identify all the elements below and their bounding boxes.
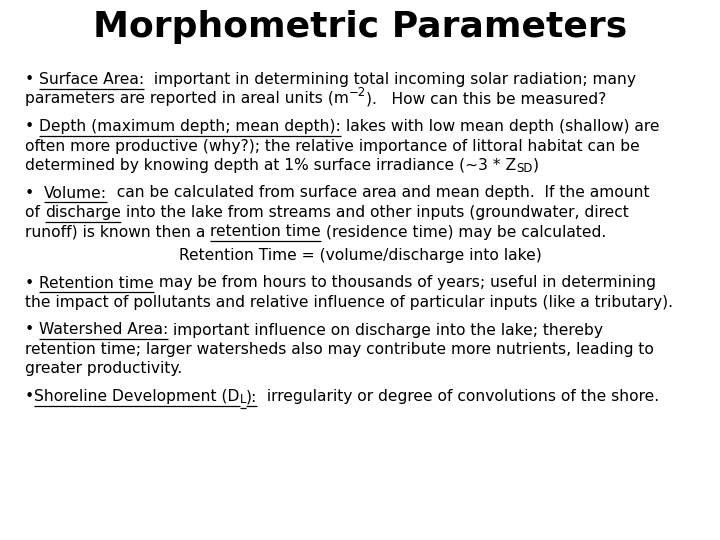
Text: often more productive (why?); the relative importance of littoral habitat can be: often more productive (why?); the relati…	[25, 138, 640, 153]
Text: •: •	[25, 72, 39, 87]
Text: retention time: retention time	[210, 225, 321, 240]
Text: discharge: discharge	[45, 205, 121, 220]
Text: of: of	[25, 205, 45, 220]
Text: Volume:: Volume:	[44, 186, 107, 200]
Text: retention time; larger watersheds also may contribute more nutrients, leading to: retention time; larger watersheds also m…	[25, 342, 654, 357]
Text: the impact of pollutants and relative influence of particular inputs (like a tri: the impact of pollutants and relative in…	[25, 295, 673, 310]
Text: ):: ):	[246, 389, 257, 404]
Text: •: •	[25, 186, 44, 200]
Text: runoff) is known then a: runoff) is known then a	[25, 225, 210, 240]
Text: lakes with low mean depth (shallow) are: lakes with low mean depth (shallow) are	[341, 119, 660, 134]
Text: ): )	[533, 158, 539, 173]
Text: greater productivity.: greater productivity.	[25, 361, 182, 376]
Text: irregularity or degree of convolutions of the shore.: irregularity or degree of convolutions o…	[257, 389, 660, 404]
Text: −2: −2	[349, 86, 366, 99]
Text: Shoreline Development (D: Shoreline Development (D	[35, 389, 240, 404]
Text: into the lake from streams and other inputs (groundwater, direct: into the lake from streams and other inp…	[121, 205, 629, 220]
Text: Retention Time = (volume/discharge into lake): Retention Time = (volume/discharge into …	[179, 248, 541, 263]
Text: Surface Area:: Surface Area:	[39, 72, 144, 87]
Text: may be from hours to thousands of years; useful in determining: may be from hours to thousands of years;…	[154, 275, 656, 291]
Text: important influence on discharge into the lake; thereby: important influence on discharge into th…	[168, 322, 603, 338]
Text: ).   How can this be measured?: ). How can this be measured?	[366, 91, 606, 106]
Text: can be calculated from surface area and mean depth.  If the amount: can be calculated from surface area and …	[107, 186, 649, 200]
Text: •: •	[25, 322, 39, 338]
Text: Morphometric Parameters: Morphometric Parameters	[93, 10, 627, 44]
Text: (residence time) may be calculated.: (residence time) may be calculated.	[321, 225, 606, 240]
Text: determined by knowing depth at 1% surface irradiance (~3 * Z: determined by knowing depth at 1% surfac…	[25, 158, 516, 173]
Text: L: L	[240, 393, 246, 406]
Text: parameters are reported in areal units (m: parameters are reported in areal units (…	[25, 91, 349, 106]
Text: •: •	[25, 389, 35, 404]
Text: •: •	[25, 119, 39, 134]
Text: important in determining total incoming solar radiation; many: important in determining total incoming …	[144, 72, 636, 87]
Text: Retention time: Retention time	[39, 275, 154, 291]
Text: Watershed Area:: Watershed Area:	[39, 322, 168, 338]
Text: SD: SD	[516, 162, 533, 175]
Text: •: •	[25, 275, 39, 291]
Text: Depth (maximum depth; mean depth):: Depth (maximum depth; mean depth):	[39, 119, 341, 134]
